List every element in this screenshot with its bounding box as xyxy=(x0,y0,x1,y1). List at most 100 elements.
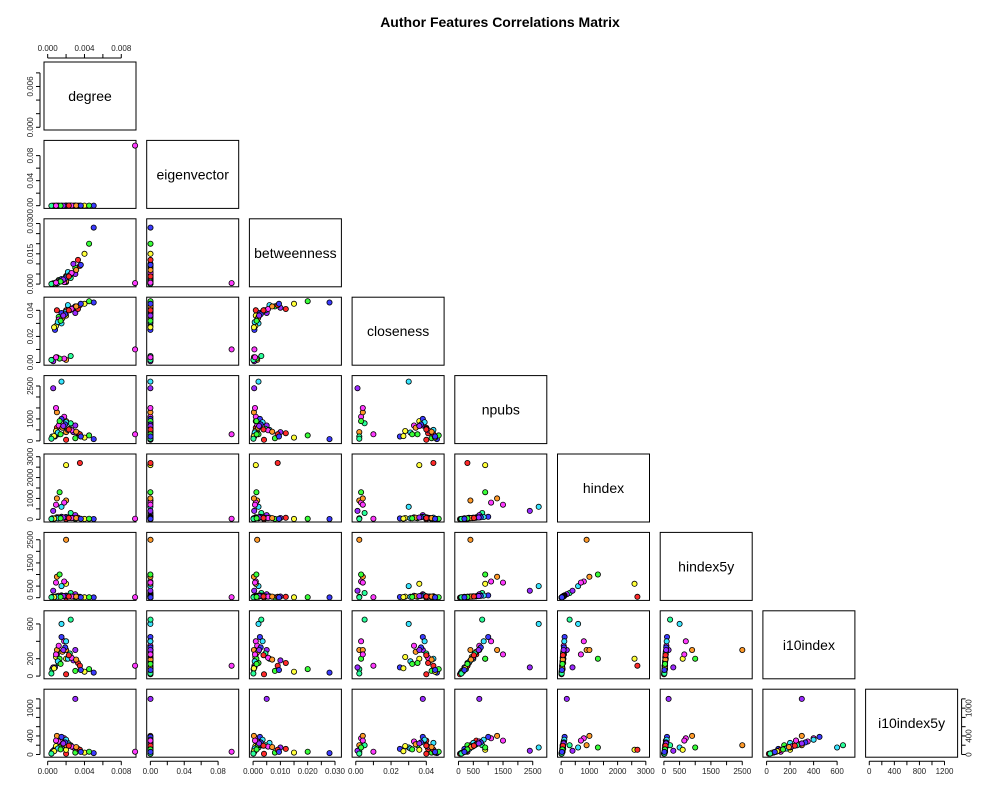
data-point xyxy=(53,737,60,744)
data-point xyxy=(461,667,468,674)
y-tick-label: 0.04 xyxy=(26,302,35,318)
data-point xyxy=(575,744,582,751)
data-point xyxy=(370,431,377,438)
scatter-panel-i10index-vs-hindex5y xyxy=(659,610,753,680)
panel-border xyxy=(762,610,856,680)
data-point xyxy=(147,536,154,543)
data-point xyxy=(361,590,368,597)
right-axis-i10index5y: 0 400 1000 xyxy=(961,698,974,757)
scatter-panel-closeness-vs-betweenness xyxy=(248,296,342,366)
data-point xyxy=(65,202,72,209)
data-point xyxy=(405,503,412,510)
x-axis-i10index5y: 0 400 800 1200 xyxy=(867,760,954,776)
panel-border xyxy=(146,218,240,288)
data-point xyxy=(57,660,64,667)
data-point xyxy=(250,324,257,331)
data-point xyxy=(53,404,60,411)
data-point xyxy=(147,748,154,755)
data-point xyxy=(65,426,72,433)
data-point xyxy=(275,667,282,674)
data-point xyxy=(147,515,154,522)
data-point xyxy=(269,656,276,663)
y-tick-label: 0.006 xyxy=(26,76,35,97)
data-point xyxy=(577,737,584,744)
data-point xyxy=(771,748,778,755)
x-tick-label: 0 xyxy=(764,767,769,776)
data-point xyxy=(57,515,64,522)
data-point xyxy=(147,273,154,280)
data-point xyxy=(58,378,65,385)
data-point xyxy=(488,638,495,645)
data-point xyxy=(290,434,297,441)
data-point xyxy=(86,202,93,209)
data-point xyxy=(400,433,407,440)
data-point xyxy=(634,662,641,669)
data-point xyxy=(416,740,423,747)
x-tick-label: 200 xyxy=(783,767,797,776)
data-point xyxy=(86,298,93,305)
data-point xyxy=(798,740,805,747)
data-point xyxy=(488,578,495,585)
x-tick-label: 0.010 xyxy=(270,767,291,776)
data-point xyxy=(354,507,361,514)
data-point xyxy=(72,667,79,674)
data-point xyxy=(476,695,483,702)
y-tick-label: 0.08 xyxy=(26,147,35,163)
data-point xyxy=(86,666,93,673)
data-point xyxy=(410,642,417,649)
scatter-panel-npubs-vs-degree xyxy=(43,375,139,445)
data-point xyxy=(475,514,482,521)
scatter-panel-hindex5y-vs-hindex xyxy=(557,531,650,601)
data-point xyxy=(77,594,84,601)
data-point xyxy=(482,655,489,662)
data-point xyxy=(428,428,435,435)
data-point xyxy=(419,695,426,702)
data-point xyxy=(358,489,365,496)
y-axis-npubs: 0 1000 2500 xyxy=(26,377,41,443)
data-point xyxy=(569,747,576,754)
x-tick-label: 1500 xyxy=(702,767,720,776)
panel-border xyxy=(454,375,548,445)
data-point xyxy=(681,651,688,658)
data-point xyxy=(400,594,407,601)
panel-border xyxy=(557,531,650,601)
data-point xyxy=(290,515,297,522)
data-point xyxy=(275,300,282,307)
data-point xyxy=(55,642,62,649)
data-point xyxy=(132,431,139,438)
diagonal-panel-eigenvector: eigenvector xyxy=(146,139,240,209)
data-point xyxy=(263,695,270,702)
data-point xyxy=(147,256,154,263)
data-point xyxy=(482,744,489,751)
data-point xyxy=(432,594,439,601)
data-point xyxy=(475,593,482,600)
data-point xyxy=(253,418,260,425)
data-point xyxy=(354,385,361,392)
data-point xyxy=(132,594,139,601)
y-axis-betweenness: 0.000 0.015 0.030 xyxy=(26,213,41,294)
data-point xyxy=(147,261,154,268)
data-point xyxy=(77,748,84,755)
data-point xyxy=(147,240,154,247)
data-point xyxy=(251,346,258,353)
x-tick-label: 0.00 xyxy=(143,767,159,776)
panel-border xyxy=(43,296,137,366)
scatter-panel-hindex-vs-betweenness xyxy=(248,453,342,523)
data-point xyxy=(53,354,60,361)
data-point xyxy=(409,593,416,600)
data-point xyxy=(470,652,477,659)
x-tick-label: 0.00 xyxy=(348,767,364,776)
data-point xyxy=(147,300,154,307)
panel-border xyxy=(454,453,548,523)
data-point xyxy=(631,580,638,587)
data-point xyxy=(269,744,276,751)
top-tick-label: 0.004 xyxy=(74,44,95,53)
data-point xyxy=(251,737,258,744)
data-point xyxy=(53,579,60,586)
y-axis-hindex: 0 1000 2000 3000 xyxy=(26,447,41,522)
data-point xyxy=(60,647,67,654)
scatter-panel-hindex-vs-closeness xyxy=(351,453,445,523)
data-point xyxy=(86,240,93,247)
data-point xyxy=(275,515,282,522)
x-tick-label: 400 xyxy=(888,767,902,776)
